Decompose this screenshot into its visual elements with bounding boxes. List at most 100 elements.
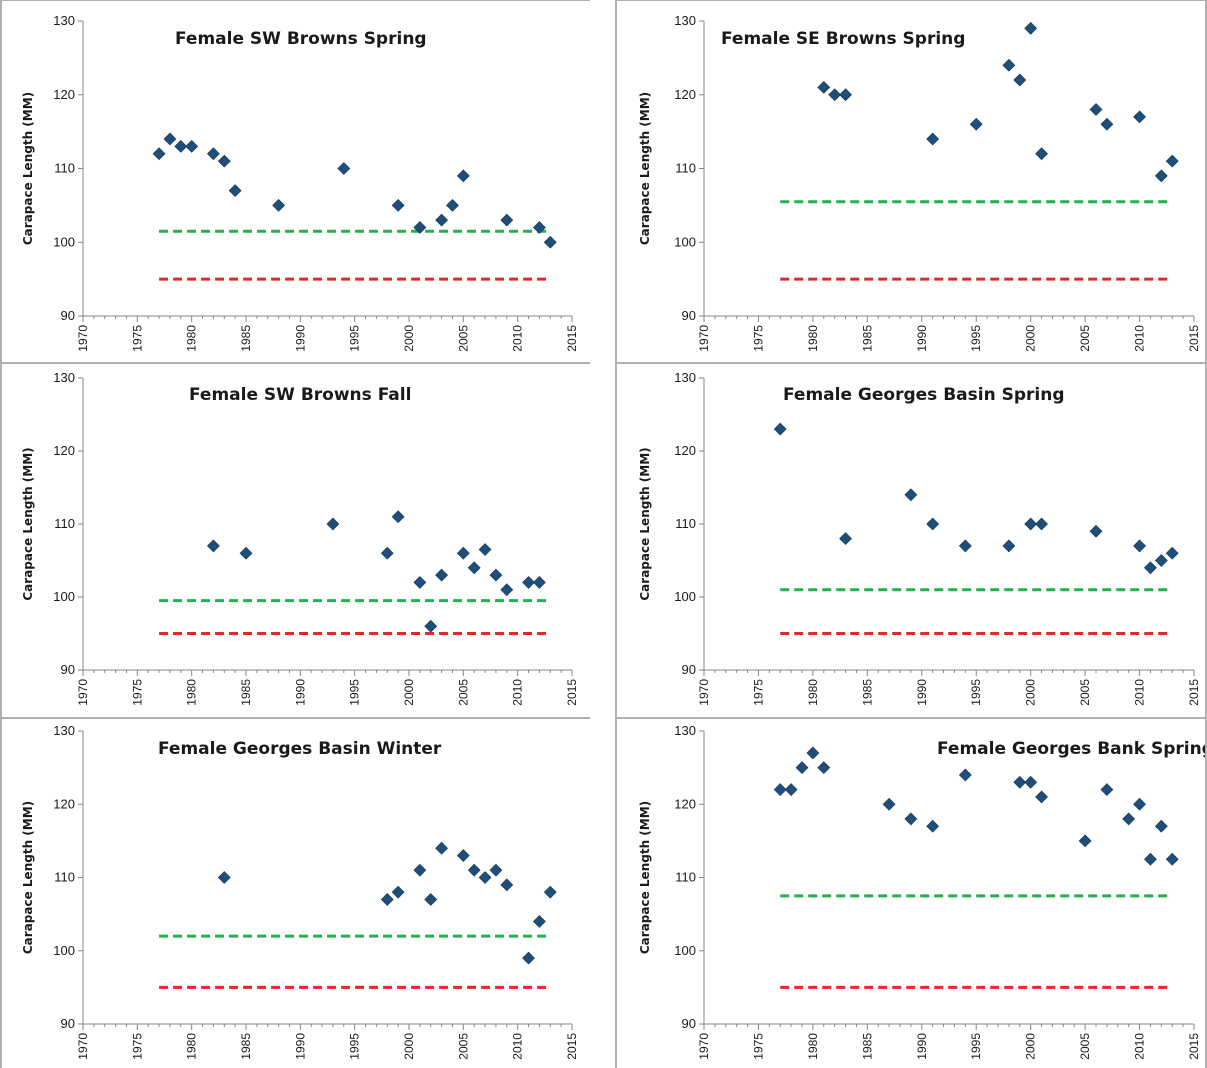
y-axis-label: Carapace Length (MM) xyxy=(638,801,652,954)
data-point xyxy=(413,575,427,589)
data-point xyxy=(163,132,177,146)
data-point xyxy=(882,797,896,811)
panel-divider xyxy=(0,362,590,364)
data-point xyxy=(326,517,340,531)
data-point xyxy=(839,88,852,102)
data-point xyxy=(1035,790,1048,804)
data-point xyxy=(185,139,199,153)
x-tick-label: 1990 xyxy=(915,325,929,352)
y-tick-label: 110 xyxy=(54,516,75,531)
y-tick-label: 90 xyxy=(682,662,696,677)
y-tick-label: 100 xyxy=(53,589,75,604)
data-point xyxy=(904,812,918,826)
data-point xyxy=(456,546,470,560)
data-point xyxy=(478,871,492,884)
data-point xyxy=(467,561,481,575)
data-point xyxy=(380,893,394,906)
x-tick-label: 1970 xyxy=(697,1033,711,1060)
chart-title: Female SW Browns Fall xyxy=(189,385,411,405)
x-tick-label: 1995 xyxy=(348,325,362,352)
data-point xyxy=(1035,517,1048,531)
chart-svg: 90 100 110 120 130 1970 1975 1980 1985 1990 1995 20… xyxy=(21,370,579,706)
data-point xyxy=(391,510,405,524)
data-point xyxy=(522,575,535,589)
data-point xyxy=(435,568,449,582)
y-axis-label: Carapace Length (MM) xyxy=(638,447,652,600)
data-point xyxy=(424,893,438,906)
data-point xyxy=(1144,561,1157,575)
panel-divider xyxy=(617,0,1207,1)
data-point xyxy=(839,532,852,546)
data-point xyxy=(228,184,242,198)
data-point xyxy=(456,169,470,183)
y-tick-label: 120 xyxy=(53,796,75,811)
y-axis-label: Carapace Length (MM) xyxy=(21,801,35,954)
data-point xyxy=(446,198,459,212)
data-point xyxy=(1122,812,1136,826)
x-tick-label: 1980 xyxy=(185,1033,199,1060)
y-tick-label: 100 xyxy=(674,943,696,958)
x-tick-label: 2015 xyxy=(565,325,579,352)
chart-panel: 90 100 110 120 130 1970 1975 1980 1985 1990 1995 20… xyxy=(0,0,590,362)
data-point xyxy=(1024,517,1038,531)
data-point xyxy=(206,539,220,553)
data-point xyxy=(773,783,787,797)
data-point xyxy=(435,213,449,227)
data-point xyxy=(1133,110,1146,124)
x-tick-label: 2010 xyxy=(511,679,525,706)
data-point xyxy=(1002,539,1016,553)
y-tick-label: 110 xyxy=(675,870,696,885)
x-tick-label: 2005 xyxy=(456,325,470,352)
y-tick-label: 90 xyxy=(61,308,75,323)
chart-svg: 90 100 110 120 130 1970 1975 1980 1985 1990 1995 20… xyxy=(21,723,579,1060)
y-tick-label: 110 xyxy=(54,870,75,885)
x-tick-label: 1995 xyxy=(348,679,362,706)
panel-divider xyxy=(615,0,617,1068)
panel-divider xyxy=(617,717,1207,719)
data-point xyxy=(500,213,514,227)
x-tick-label: 1970 xyxy=(76,1033,90,1060)
data-point xyxy=(543,885,557,899)
y-tick-label: 100 xyxy=(53,234,75,249)
data-point xyxy=(1165,852,1179,866)
x-tick-label: 2000 xyxy=(402,325,416,352)
x-tick-label: 1990 xyxy=(293,679,307,706)
x-tick-label: 2010 xyxy=(1133,679,1147,706)
x-tick-label: 1995 xyxy=(969,679,983,706)
data-point xyxy=(500,583,514,597)
chart-title: Female SW Browns Spring xyxy=(175,29,427,49)
data-point xyxy=(1035,147,1048,161)
data-point xyxy=(1078,834,1092,848)
data-point xyxy=(1165,546,1179,560)
data-point xyxy=(500,878,514,892)
panel-divider xyxy=(0,0,590,1)
y-tick-label: 100 xyxy=(674,234,696,249)
x-tick-label: 1990 xyxy=(293,325,307,352)
x-tick-label: 1980 xyxy=(806,1033,820,1060)
x-tick-label: 2015 xyxy=(1187,1033,1201,1060)
data-point xyxy=(272,198,286,212)
data-point xyxy=(958,768,972,782)
data-point xyxy=(1165,154,1179,168)
y-tick-label: 90 xyxy=(61,662,75,677)
x-tick-label: 1985 xyxy=(239,1033,253,1060)
x-tick-label: 1975 xyxy=(130,679,144,706)
x-tick-label: 2005 xyxy=(1078,325,1092,352)
chart-panel: 90 100 110 120 130 1970 1975 1980 1985 1990 1995 20… xyxy=(617,362,1207,717)
x-tick-label: 2000 xyxy=(1024,325,1038,352)
x-tick-label: 1980 xyxy=(806,679,820,706)
panel-divider xyxy=(0,0,2,1068)
data-point xyxy=(413,863,427,877)
data-point xyxy=(773,422,787,436)
x-tick-label: 1985 xyxy=(860,1033,874,1060)
x-tick-label: 1990 xyxy=(915,1033,929,1060)
data-point xyxy=(391,885,405,899)
data-point xyxy=(217,871,231,884)
data-point xyxy=(543,235,557,249)
y-tick-label: 130 xyxy=(53,723,75,738)
data-point xyxy=(152,147,166,161)
data-point xyxy=(1013,775,1027,789)
data-point xyxy=(1024,21,1038,35)
chart-svg: 90 100 110 120 130 1970 1975 1980 1985 1990 1995 20… xyxy=(638,13,1201,352)
